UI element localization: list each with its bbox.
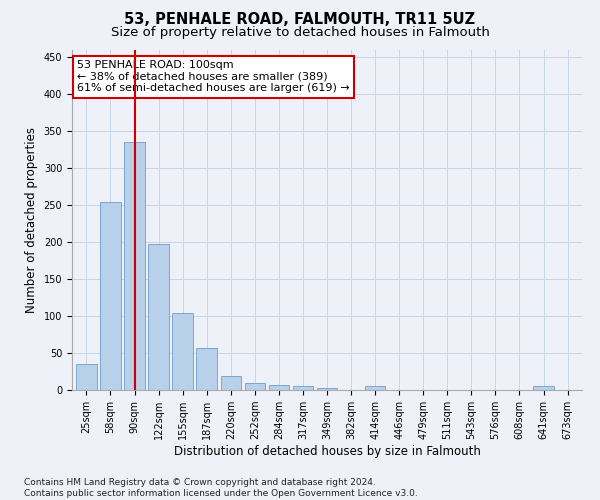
Bar (76, 364, 97, 390)
Bar (124, 142, 145, 390)
Bar (269, 385, 289, 390)
Text: 53 PENHALE ROAD: 100sqm
← 38% of detached houses are smaller (389)
61% of semi-d: 53 PENHALE ROAD: 100sqm ← 38% of detache… (77, 60, 350, 94)
Bar (196, 348, 217, 390)
Bar (172, 313, 193, 390)
Y-axis label: Number of detached properties: Number of detached properties (25, 127, 38, 313)
Text: Size of property relative to detached houses in Falmouth: Size of property relative to detached ho… (110, 26, 490, 39)
X-axis label: Distribution of detached houses by size in Falmouth: Distribution of detached houses by size … (173, 445, 481, 458)
Bar (365, 386, 385, 390)
Bar (245, 382, 265, 390)
Text: Contains HM Land Registry data © Crown copyright and database right 2024.
Contai: Contains HM Land Registry data © Crown c… (24, 478, 418, 498)
Bar (533, 386, 554, 390)
Bar (317, 388, 337, 390)
Bar (148, 244, 169, 390)
Text: 53, PENHALE ROAD, FALMOUTH, TR11 5UZ: 53, PENHALE ROAD, FALMOUTH, TR11 5UZ (124, 12, 476, 28)
Bar (293, 386, 313, 390)
Bar (221, 376, 241, 390)
Bar (100, 202, 121, 390)
